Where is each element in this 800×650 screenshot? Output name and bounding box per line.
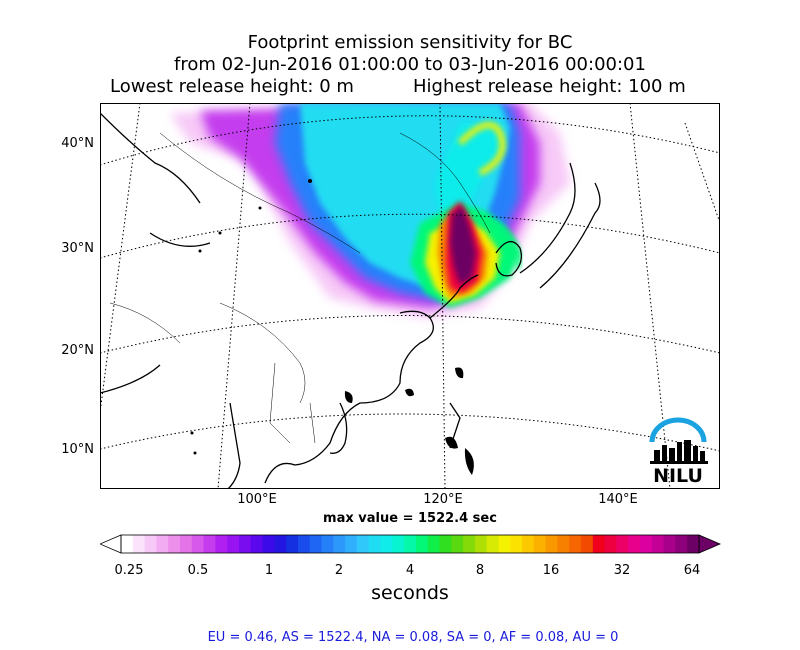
colorbar-tick-7: 32 [613, 563, 631, 578]
islands [190, 179, 474, 475]
colorbar-cell [156, 535, 169, 553]
colorbar-cell [687, 535, 700, 553]
colorbar-cell [581, 535, 594, 553]
colorbar-cell [392, 535, 405, 553]
colorbar-cell [309, 535, 323, 553]
colorbar-cell [663, 535, 677, 553]
colorbar-cell [427, 535, 441, 553]
colorbar-cell [333, 535, 346, 553]
coastlines [100, 112, 601, 489]
colorbar-tick-1: 0.5 [187, 563, 209, 578]
title-line-2: from 02-Jun-2016 01:00:00 to 03-Jun-2016… [174, 54, 646, 75]
lon-label-100e: 100°E [237, 492, 277, 507]
highest-release-height: Highest release height: 100 m [413, 76, 686, 97]
region-summary: EU = 0.46, AS = 1522.4, NA = 0.08, SA = … [207, 630, 619, 645]
colorbar-cell [415, 535, 429, 553]
lat-label-30n: 30°N [61, 241, 94, 256]
colorbar-cell [474, 535, 488, 553]
colorbar-cell [651, 535, 665, 553]
colorbar-cell [215, 535, 228, 553]
footprint-map [100, 103, 720, 489]
max-value-label: max value = 1522.4 sec [323, 511, 497, 526]
colorbar-cell [463, 535, 476, 553]
colorbar-cell [203, 535, 216, 553]
colorbar-cell [227, 535, 240, 553]
colorbar-cell [545, 535, 559, 553]
colorbar-cell [179, 535, 193, 553]
graticule [100, 103, 720, 489]
colorbar-cell [510, 535, 523, 553]
colorbar-cell [250, 535, 264, 553]
colorbar-cell [569, 535, 582, 553]
colorbar-cell [616, 535, 629, 553]
lon-label-120e: 120°E [423, 492, 463, 507]
colorbar-cell [238, 535, 252, 553]
colorbar-cell [380, 535, 393, 553]
colorbar-cell [356, 535, 370, 553]
colorbar-cell [592, 535, 606, 553]
borders [109, 132, 491, 444]
colorbar-cell [368, 535, 382, 553]
colorbar-cell [345, 535, 358, 553]
colorbar-cell [557, 535, 570, 553]
colorbar-cell [404, 535, 417, 553]
sensitivity-field [170, 103, 570, 318]
logo-text: NILU [653, 465, 703, 484]
lon-label-140e: 140°E [598, 492, 638, 507]
colorbar-cell [486, 535, 500, 553]
colorbar-cell [297, 535, 311, 553]
colorbar-cell [640, 535, 653, 553]
lat-label-40n: 40°N [61, 136, 94, 151]
colorbar-cell [144, 535, 157, 553]
colorbar [100, 534, 721, 554]
colorbar-cell [498, 535, 511, 553]
lowest-release-height: Lowest release height: 0 m [110, 76, 354, 97]
colorbar-cell [321, 535, 334, 553]
colorbar-cell [121, 535, 134, 553]
colorbar-cell [533, 535, 547, 553]
colorbar-tick-0: 0.25 [114, 563, 144, 578]
colorbar-cell [439, 535, 452, 553]
colorbar-cell [675, 535, 688, 553]
title-line-1: Footprint emission sensitivity for BC [247, 32, 573, 53]
colorbar-tick-6: 16 [542, 563, 560, 578]
colorbar-cell [274, 535, 287, 553]
colorbar-cell [604, 535, 618, 553]
colorbar-cell [191, 535, 205, 553]
colorbar-tick-8: 64 [683, 563, 701, 578]
colorbar-tick-3: 2 [334, 563, 344, 578]
colorbar-cell [522, 535, 535, 553]
nilu-logo: NILU [649, 417, 708, 484]
lat-label-20n: 20°N [61, 343, 94, 358]
colorbar-cell [132, 535, 146, 553]
colorbar-tick-5: 8 [475, 563, 485, 578]
colorbar-cell [168, 535, 181, 553]
colorbar-cell [628, 535, 641, 553]
colorbar-cell [286, 535, 299, 553]
colorbar-tick-4: 4 [405, 563, 415, 578]
colorbar-cell [451, 535, 464, 553]
lat-label-10n: 10°N [61, 442, 94, 457]
colorbar-units: seconds [371, 582, 449, 604]
colorbar-tick-2: 1 [264, 563, 274, 578]
colorbar-cell [262, 535, 275, 553]
